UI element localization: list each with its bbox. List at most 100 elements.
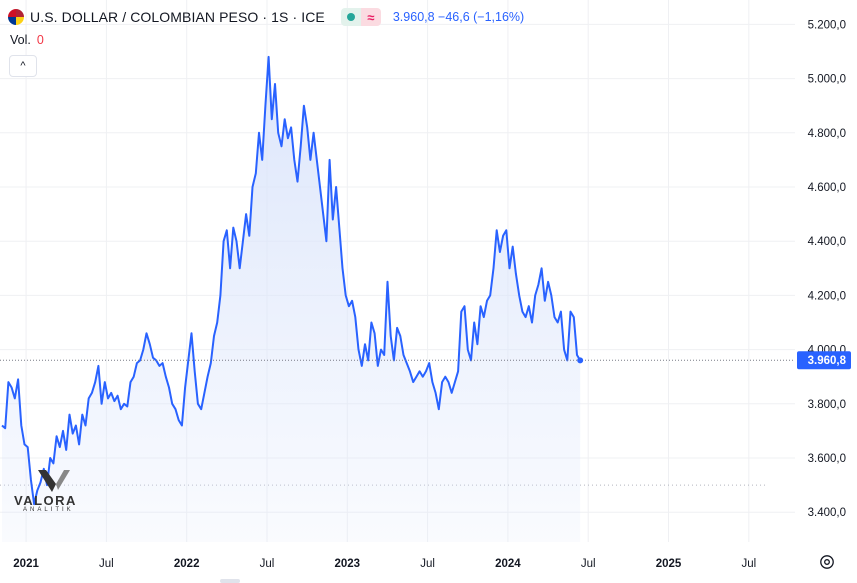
data-point (235, 240, 238, 243)
data-point (209, 362, 212, 365)
x-tick-label: 2025 (656, 558, 682, 570)
data-point (347, 305, 350, 308)
data-point (129, 381, 132, 384)
data-point (13, 397, 16, 400)
last-price-label-text: 3.960,8 (808, 355, 847, 367)
data-point (177, 419, 180, 422)
settings-icon[interactable] (819, 554, 835, 570)
data-point (290, 126, 293, 129)
data-point (193, 370, 196, 373)
data-point (331, 218, 334, 221)
data-point (110, 391, 113, 394)
data-point (296, 180, 299, 183)
data-point (7, 381, 10, 384)
data-point (328, 158, 331, 161)
data-point (216, 321, 219, 324)
x-axis: 2021 Jul 2022 Jul 2023 Jul 2024 Jul 2025 Jul (13, 558, 756, 570)
data-point (412, 381, 415, 384)
data-point (65, 448, 68, 451)
data-point (97, 364, 100, 367)
data-point (135, 362, 138, 365)
scroll-handle[interactable] (220, 579, 240, 583)
data-point (543, 299, 546, 302)
data-point (87, 397, 90, 400)
symbol-title[interactable]: U.S. DOLLAR / COLOMBIAN PESO · 1S · ICE (30, 9, 325, 25)
data-point (286, 137, 289, 140)
y-tick-label: 4.600,0 (808, 182, 846, 194)
data-point (341, 267, 344, 270)
data-point (52, 462, 55, 465)
data-point (547, 280, 550, 283)
data-point (213, 335, 216, 338)
data-point (78, 443, 81, 446)
data-point (277, 131, 280, 134)
data-point (389, 335, 392, 338)
data-point (161, 362, 164, 365)
data-point (463, 305, 466, 308)
data-point (26, 446, 29, 449)
x-tick-label: 2022 (174, 558, 200, 570)
data-point (408, 370, 411, 373)
data-point (145, 332, 148, 335)
data-point (399, 335, 402, 338)
market-open-icon[interactable] (340, 8, 361, 26)
data-point (116, 394, 119, 397)
x-tick-label: 2021 (13, 558, 39, 570)
data-point (229, 267, 232, 270)
data-point (486, 299, 489, 302)
data-point (49, 457, 52, 460)
data-point (527, 305, 530, 308)
data-point (514, 272, 517, 275)
x-tick-label: Jul (260, 558, 275, 570)
y-tick-label: 5.000,0 (808, 74, 846, 86)
data-point (482, 316, 485, 319)
data-point (502, 234, 505, 237)
data-point (576, 354, 579, 357)
data-point (450, 391, 453, 394)
data-point (171, 402, 174, 405)
data-point (248, 234, 251, 237)
data-point (103, 381, 106, 384)
data-point (437, 408, 440, 411)
data-point (168, 386, 171, 389)
data-point (113, 400, 116, 403)
data-point (415, 375, 418, 378)
data-point (431, 381, 434, 384)
data-point (373, 332, 376, 335)
volume-legend: Vol. 0 (10, 33, 44, 47)
data-point (312, 131, 315, 134)
x-tick-label: Jul (741, 558, 756, 570)
chart-header: U.S. DOLLAR / COLOMBIAN PESO · 1S · ICE … (8, 7, 524, 27)
data-point (267, 55, 270, 58)
data-point (190, 332, 193, 335)
last-price-label-bg (797, 351, 851, 370)
data-point (258, 131, 261, 134)
data-point (315, 158, 318, 161)
last-price-dot (577, 357, 584, 364)
data-point (537, 283, 540, 286)
data-point (344, 294, 347, 297)
data-point (74, 424, 77, 427)
data-point (107, 397, 110, 400)
data-point (457, 370, 460, 373)
collapse-legend-button[interactable]: ^ (9, 55, 37, 77)
data-point (425, 370, 428, 373)
data-point (405, 362, 408, 365)
data-point (245, 213, 248, 216)
data-point (508, 267, 511, 270)
data-point (10, 386, 13, 389)
series-area (2, 56, 581, 543)
data-point (222, 240, 225, 243)
data-point (572, 316, 575, 319)
data-point (550, 294, 553, 297)
data-point (444, 375, 447, 378)
logo-subtitle: ANALITIK (23, 507, 74, 513)
data-point (238, 267, 241, 270)
data-point (158, 364, 161, 367)
data-point (241, 240, 244, 243)
data-point (152, 356, 155, 359)
data-point (94, 381, 97, 384)
volume-value: 0 (36, 33, 44, 47)
data-point (335, 186, 338, 189)
delayed-data-icon[interactable]: ≈ (360, 8, 381, 26)
